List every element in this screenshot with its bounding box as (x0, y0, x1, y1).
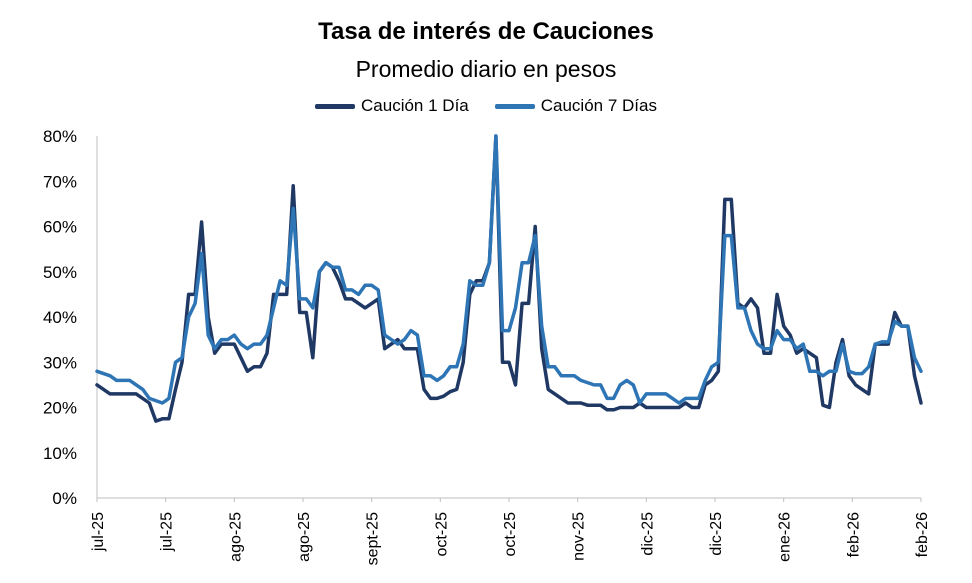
x-tick-label: jul-25 (159, 512, 176, 552)
series-line-caucion-7-dias (95, 134, 923, 405)
legend-swatch-caucion-1-dia (315, 103, 356, 109)
x-tick-label: dic-25 (639, 512, 656, 556)
y-tick-label: 80% (43, 127, 77, 146)
legend-label-caucion-1-dia: Caución 1 Día (361, 96, 469, 115)
y-tick-label: 10% (43, 444, 77, 463)
x-tick-label: oct-25 (502, 512, 519, 557)
chart-subtitle: Promedio diario en pesos (355, 56, 617, 82)
chart-title: Tasa de interés de Cauciones (318, 18, 654, 45)
y-tick-label: 0% (52, 489, 77, 508)
x-tick-label: nov-25 (571, 512, 588, 561)
x-tick-label: feb-26 (914, 512, 931, 557)
y-tick-label: 30% (43, 353, 77, 372)
y-tick-label: 20% (43, 399, 77, 418)
x-tick-label: oct-25 (433, 512, 450, 557)
legend-item-caucion-1-dia: Caución 1 Día (315, 96, 469, 116)
y-tick-label: 70% (43, 172, 77, 191)
series-line-caucion-1-dia (95, 134, 923, 423)
x-tick-label: dic-25 (708, 512, 725, 556)
x-tick-label: ago-25 (227, 512, 244, 562)
x-tick-label: ago-25 (296, 512, 313, 562)
y-tick-label: 40% (43, 308, 77, 327)
y-tick-label: 60% (43, 218, 77, 237)
legend: Caución 1 Día Caución 7 Días (0, 96, 972, 116)
y-tick-label: 50% (43, 263, 77, 282)
x-tick-label: sept-25 (365, 512, 382, 565)
x-tick-label: jul-25 (90, 512, 107, 552)
legend-label-caucion-7-dias: Caución 7 Días (540, 96, 657, 115)
x-tick-label: feb-26 (845, 512, 862, 557)
legend-item-caucion-7-dias: Caución 7 Días (494, 96, 657, 116)
x-axis: jul-25 jul-25 ago-25 ago-25 sept-25 oct-25 oct… (90, 497, 931, 565)
y-axis: 0% 10% 20% 30% 40% 50% 60% 70% 80% (43, 127, 98, 508)
x-tick-label: ene-26 (777, 512, 794, 562)
series-group (95, 134, 923, 423)
legend-swatch-caucion-7-dias (494, 103, 535, 109)
